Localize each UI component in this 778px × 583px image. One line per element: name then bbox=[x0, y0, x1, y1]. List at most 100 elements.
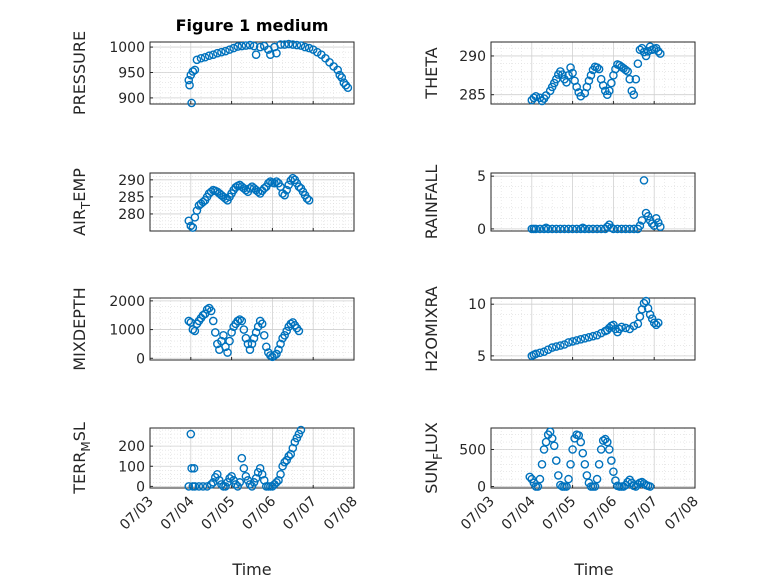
data-point bbox=[198, 197, 208, 207]
data-point bbox=[529, 93, 539, 103]
data-point bbox=[621, 323, 630, 333]
axes-frame bbox=[490, 427, 696, 489]
data-point bbox=[276, 339, 285, 349]
data-point bbox=[304, 195, 314, 205]
data-point bbox=[276, 470, 285, 479]
data-point bbox=[592, 474, 602, 484]
data-point bbox=[615, 324, 624, 334]
y-axis-label: H2OMIXRA bbox=[422, 286, 441, 372]
data-point bbox=[596, 445, 606, 454]
y-tick-label: 0 bbox=[477, 480, 486, 496]
data-point bbox=[598, 436, 608, 445]
y-axis-label: AIRTEMP bbox=[70, 168, 93, 236]
data-point bbox=[580, 459, 590, 469]
data-point bbox=[227, 472, 236, 481]
y-tick-label: 0 bbox=[136, 479, 145, 495]
data-point bbox=[284, 180, 294, 190]
data-point bbox=[531, 349, 541, 359]
panel-pressure: 900 950 1000 PRESSURE bbox=[70, 31, 355, 115]
data-point bbox=[531, 224, 541, 234]
x-tick-label: 07/07 bbox=[280, 494, 320, 534]
data-point bbox=[202, 305, 212, 314]
data-point bbox=[272, 478, 281, 487]
data-point bbox=[237, 453, 247, 463]
y-tick-label: 0 bbox=[477, 222, 486, 238]
data-point bbox=[584, 332, 594, 342]
data-point bbox=[549, 441, 559, 451]
data-point bbox=[294, 429, 304, 439]
data-point bbox=[217, 47, 226, 57]
data-point bbox=[187, 98, 196, 108]
data-point bbox=[229, 43, 238, 53]
data-point bbox=[255, 42, 265, 52]
data-point bbox=[625, 224, 635, 234]
data-point bbox=[588, 331, 598, 341]
data-point bbox=[564, 224, 573, 234]
data-point bbox=[225, 474, 234, 483]
data-point bbox=[225, 336, 234, 346]
data-point bbox=[272, 177, 281, 186]
data-point bbox=[219, 331, 228, 340]
data-point bbox=[282, 326, 291, 336]
x-tick-label: 07/08 bbox=[321, 494, 361, 534]
data-point bbox=[341, 80, 351, 90]
data-point bbox=[221, 342, 230, 352]
data-point bbox=[639, 176, 649, 185]
data-point bbox=[184, 75, 194, 85]
data-point bbox=[292, 40, 302, 50]
x-tick-label: 07/06 bbox=[580, 493, 620, 533]
data-point bbox=[190, 65, 200, 75]
data-point bbox=[605, 445, 614, 454]
data-point bbox=[592, 330, 602, 340]
y-tick-label: 280 bbox=[118, 207, 145, 223]
panel-terr-msl: 0 100 200 TERRMSL 07/03 07/04 07/05 07/06 07/07 0… bbox=[70, 422, 361, 533]
data-point bbox=[249, 333, 259, 343]
data-point bbox=[241, 41, 251, 50]
data-point bbox=[337, 73, 347, 82]
data-point bbox=[208, 316, 218, 326]
y-axis-label: PRESSURE bbox=[70, 31, 89, 115]
data-point bbox=[184, 482, 194, 491]
data-point bbox=[208, 50, 218, 60]
data-point bbox=[556, 480, 565, 490]
data-point bbox=[233, 316, 243, 326]
x-tick-label: 07/06 bbox=[239, 493, 279, 533]
data-point bbox=[202, 482, 212, 491]
data-point bbox=[539, 347, 549, 357]
data-point bbox=[221, 482, 230, 491]
data-point bbox=[198, 482, 208, 491]
y-tick-label: 5 bbox=[477, 349, 486, 365]
data-point bbox=[613, 224, 622, 234]
data-point bbox=[566, 459, 575, 469]
data-point bbox=[194, 482, 204, 491]
data-point bbox=[554, 471, 563, 480]
data-point bbox=[633, 59, 643, 69]
data-point bbox=[568, 224, 577, 234]
data-point bbox=[594, 64, 604, 74]
data-point bbox=[609, 320, 618, 330]
data-point bbox=[339, 78, 349, 87]
data-point bbox=[343, 83, 353, 93]
data-point bbox=[251, 50, 261, 60]
data-point bbox=[578, 448, 588, 458]
data-point bbox=[282, 455, 291, 465]
data-point bbox=[580, 224, 590, 234]
y-axis-label: THETA bbox=[422, 47, 441, 99]
data-point bbox=[547, 434, 557, 443]
plot-area bbox=[491, 173, 695, 231]
data-point bbox=[245, 184, 255, 193]
data-point bbox=[609, 224, 618, 234]
data-point bbox=[217, 336, 226, 346]
data-point bbox=[192, 55, 202, 65]
data-point bbox=[198, 310, 208, 320]
data-point bbox=[609, 467, 618, 477]
x-tick-label: 07/04 bbox=[499, 493, 539, 533]
data-point bbox=[541, 437, 551, 447]
data-point bbox=[247, 482, 257, 491]
panel-sun-flux: 0 500 SUNFLUX 07/03 07/04 07/05 07/06 07/07 07/0… bbox=[422, 422, 702, 533]
data-point bbox=[543, 345, 553, 354]
data-point bbox=[272, 349, 281, 359]
data-point bbox=[588, 224, 598, 234]
